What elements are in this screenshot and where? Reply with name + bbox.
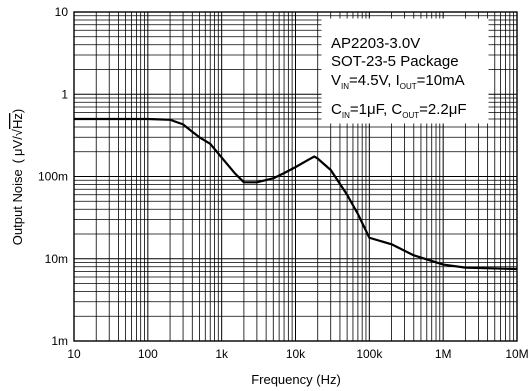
y-axis-title-radical: √ (10, 128, 25, 136)
y-tick-label: 1m (51, 334, 68, 348)
x-tick-label: 10k (286, 347, 306, 361)
legend-line-4-a-sub: IN (342, 111, 350, 120)
y-axis-title-unit: μV/ (10, 136, 25, 156)
legend-line-4: CIN=1μF, COUT=2.2μF (331, 101, 467, 120)
y-axis-title-open: ( (10, 158, 25, 163)
legend-line-4-b: =1μF, C (350, 101, 403, 118)
y-axis-title: Output Noise ( μV/√Hz) (10, 109, 25, 245)
y-tick-label: 1 (61, 87, 68, 101)
legend-line-4-a: C (331, 101, 342, 118)
legend-box (321, 18, 489, 124)
x-tick-label: 1M (435, 347, 452, 361)
y-tick-labels: 1m 10m 100m 1 10 (38, 5, 68, 348)
legend-line-1: AP2203-3.0V (331, 35, 420, 52)
x-tick-labels: 10 100 1k 10k 100k 1M 10M (67, 347, 528, 361)
y-axis-title-radicand: Hz (10, 113, 25, 129)
x-tick-label: 1k (215, 347, 229, 361)
noise-series-line-0 (74, 117, 518, 271)
legend-line-2: SOT-23-5 Package (331, 53, 459, 70)
grid-layer (74, 12, 517, 341)
legend-line-3-a-sub: IN (341, 82, 349, 91)
x-tick-label: 100 (138, 347, 158, 361)
y-tick-label: 10m (45, 252, 68, 266)
x-axis-title: Frequency (Hz) (251, 372, 341, 387)
x-tick-label: 100k (356, 347, 383, 361)
legend-line-3-a: V (331, 72, 341, 89)
legend-line-4-c: =2.2μF (419, 101, 466, 118)
legend-line-3: VIN=4.5V, IOUT=10mA (331, 72, 465, 91)
y-tick-label: 100m (38, 170, 68, 184)
y-axis-title-text: Output Noise ( μV/√Hz) (10, 109, 25, 245)
y-tick-label: 10 (55, 5, 69, 19)
plot-frame (73, 11, 518, 342)
legend-line-4-b-sub: OUT (402, 111, 419, 120)
legend: AP2203-3.0V SOT-23-5 Package VIN=4.5V, I… (321, 18, 489, 124)
x-tick-label: 10 (67, 347, 81, 361)
plot-border (73, 11, 518, 342)
legend-line-3-b-sub: OUT (400, 82, 417, 91)
legend-line-3-b: =4.5V, I (349, 72, 400, 89)
y-axis-title-close: ) (10, 109, 25, 113)
legend-line-3-c: =10mA (417, 72, 465, 89)
x-tick-label: 10M (505, 347, 528, 361)
y-axis-title-prefix: Output Noise (10, 169, 25, 245)
series-layer (74, 117, 518, 271)
